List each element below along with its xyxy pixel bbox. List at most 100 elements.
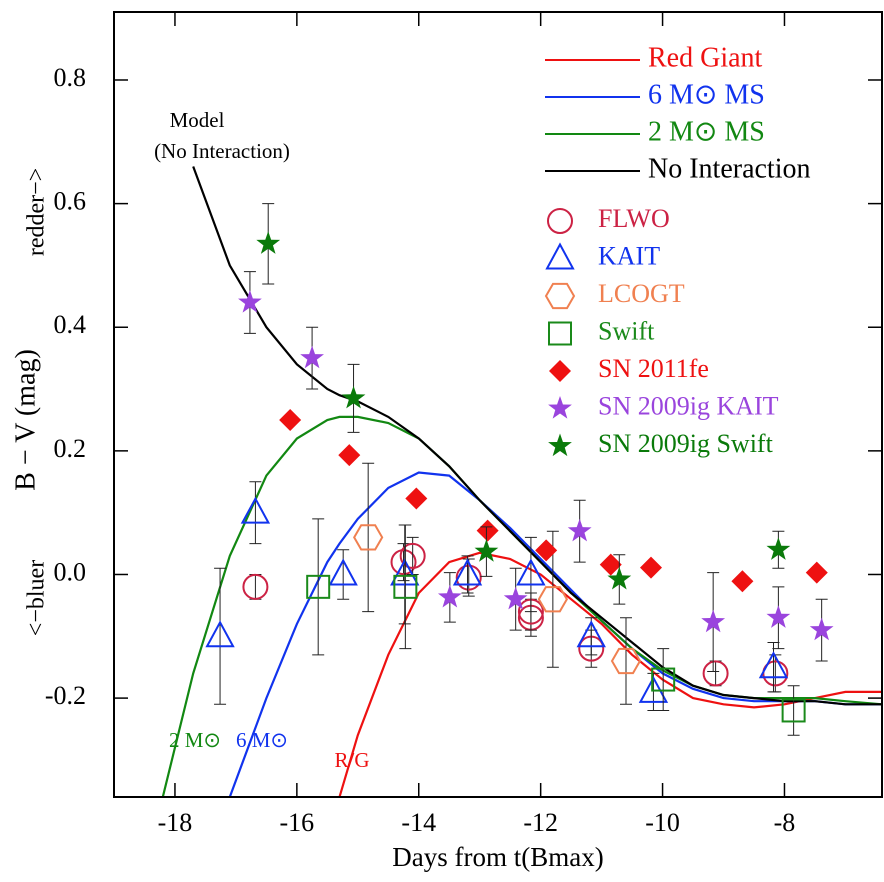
data-point [399, 542, 426, 569]
annotation: 2 M⊙ [169, 728, 221, 752]
x-tick-label: -12 [523, 808, 558, 837]
legend-marker [544, 282, 576, 310]
error-bar [214, 567, 227, 705]
error-bar [362, 462, 375, 613]
data-point [576, 620, 606, 648]
data-point [781, 698, 806, 723]
data-point [766, 537, 791, 560]
data-point [452, 558, 483, 586]
data-point [503, 586, 528, 610]
y-axis-label: B − V (mag) [10, 349, 41, 491]
legend-label: FLWO [598, 204, 670, 233]
data-point [599, 553, 622, 576]
y-tick-label: 0.4 [54, 310, 87, 339]
data-point [476, 519, 499, 542]
data-point [766, 605, 791, 628]
data-point [300, 345, 324, 369]
y-tick-label: 0.2 [54, 434, 87, 463]
legend-label: Red Giant [648, 42, 763, 73]
data-point [205, 620, 235, 648]
legend-marker [545, 242, 575, 270]
data-point [390, 549, 417, 576]
annotation: redder−> [24, 168, 50, 256]
legend-label: SN 2011fe [598, 354, 709, 383]
y-tick-label: 0.8 [54, 63, 87, 92]
data-point [610, 647, 642, 675]
data-point [758, 651, 789, 679]
data-point [474, 539, 499, 562]
data-point [607, 566, 632, 590]
data-point [279, 408, 302, 431]
model-line [338, 551, 882, 797]
y-tick-label: -0.2 [45, 681, 86, 710]
plot-frame [113, 11, 883, 798]
data-point [537, 586, 569, 613]
model-line [228, 471, 882, 797]
annotation: Model [170, 108, 225, 132]
x-tick-label: -16 [280, 808, 315, 837]
data-point [238, 290, 262, 313]
data-point [702, 660, 729, 687]
data-point [405, 487, 428, 510]
data-point [390, 558, 420, 586]
legend-label: Swift [598, 316, 655, 345]
data-point [256, 231, 281, 254]
data-point [328, 558, 358, 586]
data-point [353, 524, 384, 551]
data-point [306, 574, 331, 599]
data-point [437, 584, 462, 608]
data-point [701, 609, 726, 633]
legend-label: 2 M⊙ MS [648, 116, 765, 147]
y-tick-label: 0.6 [54, 187, 87, 216]
model-line [192, 166, 882, 706]
legend-label: KAIT [598, 241, 660, 270]
error-bar [312, 518, 325, 656]
data-point [651, 667, 676, 692]
legend-label: LCOGT [598, 279, 685, 308]
legend-label: 6 M⊙ MS [648, 79, 765, 110]
error-bar [620, 617, 632, 705]
error-bar [657, 648, 670, 711]
data-point [240, 496, 271, 524]
error-bar [767, 641, 780, 693]
annotation: 6 M⊙ [236, 728, 288, 752]
data-point [516, 558, 546, 586]
annotation: (No Interaction) [154, 139, 290, 163]
legend-marker [548, 433, 572, 457]
annotation: R/G [334, 748, 369, 772]
data-point [535, 539, 558, 562]
legend-label: SN 2009ig KAIT [598, 391, 779, 420]
legend-label: No Interaction [648, 153, 811, 184]
data-point [338, 444, 361, 467]
data-point [809, 617, 834, 641]
y-tick-label: 0.0 [54, 557, 87, 586]
x-axis-label: Days from t(Bmax) [392, 842, 603, 872]
error-bar [249, 573, 262, 600]
legend-marker [548, 321, 572, 346]
error-bar [337, 549, 350, 600]
data-point [567, 518, 592, 542]
legend-marker [549, 360, 571, 382]
data-point [455, 564, 482, 591]
error-bar [524, 536, 537, 613]
data-point [242, 573, 269, 600]
data-point [341, 385, 366, 409]
x-tick-label: -18 [158, 808, 193, 837]
error-bar [399, 524, 412, 650]
legend-marker [547, 208, 573, 234]
x-tick-label: -10 [645, 808, 680, 837]
error-bar [709, 660, 722, 687]
x-tick-label: -14 [401, 808, 436, 837]
data-point [805, 561, 828, 584]
data-point [393, 574, 418, 599]
data-point [639, 556, 662, 579]
x-tick-label: -8 [774, 808, 796, 837]
error-bar [787, 685, 800, 736]
data-point [731, 570, 754, 593]
legend-marker [548, 396, 572, 419]
annotation: <−bluer [24, 560, 50, 636]
error-bar [249, 481, 262, 545]
legend-label: SN 2009ig Swift [598, 429, 774, 458]
